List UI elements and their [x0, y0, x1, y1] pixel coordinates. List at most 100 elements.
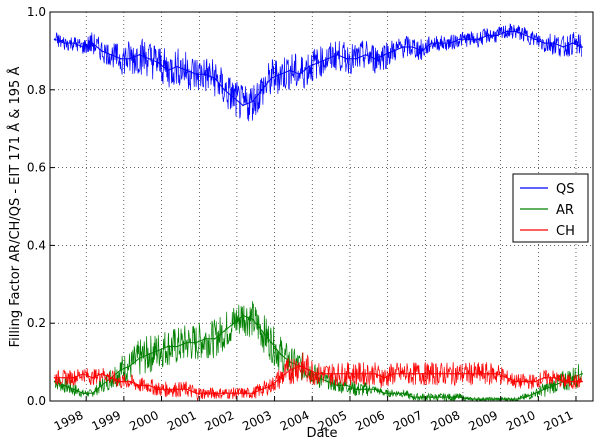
- series-ch-point: [355, 373, 357, 375]
- series-ar-point: [524, 396, 527, 398]
- series-ar-point: [279, 353, 282, 356]
- series-ar-point: [468, 398, 470, 400]
- series-qs-point: [251, 100, 254, 103]
- series-ch-point: [204, 392, 207, 395]
- series-ar-point: [477, 398, 480, 400]
- series-ar-point: [63, 384, 65, 387]
- series-qs-point: [279, 73, 282, 75]
- series-ch-point: [534, 380, 536, 383]
- series-ar-point: [458, 396, 461, 398]
- y-tick-label: 1.0: [27, 5, 46, 19]
- series-ch-point: [430, 373, 433, 375]
- series-ch-point: [129, 380, 131, 383]
- series-qs-point: [317, 61, 320, 64]
- series-ch-point: [53, 376, 56, 379]
- series-ar-point: [129, 365, 131, 367]
- series-ar-point: [411, 396, 414, 398]
- series-ar-point: [204, 338, 207, 340]
- series-qs-point: [63, 42, 65, 44]
- series-ar-point: [440, 396, 442, 398]
- series-ch-point: [223, 392, 226, 395]
- series-ar-point: [214, 338, 216, 340]
- series-qs-point: [496, 34, 499, 37]
- series-ar-point: [374, 388, 376, 391]
- plot-frame: [49, 11, 594, 402]
- series-ch-point: [166, 388, 169, 391]
- y-tick-label: 0.0: [27, 394, 46, 408]
- series-qs-point: [91, 42, 94, 44]
- series-layer: [53, 23, 583, 403]
- y-tick-label: 0.6: [27, 161, 46, 175]
- series-ch-point: [195, 392, 197, 395]
- series-ar-point: [176, 345, 178, 348]
- series-ar-point: [506, 398, 508, 400]
- grid: [50, 12, 593, 401]
- series-ch-point: [506, 376, 508, 379]
- series-ar-point: [157, 349, 160, 352]
- legend-box: [512, 173, 589, 243]
- series-ch-point: [487, 373, 489, 375]
- series-ch-point: [242, 392, 244, 395]
- series-ar-point: [289, 361, 291, 363]
- series-ch-point: [458, 373, 461, 375]
- series-ar-point: [402, 392, 405, 395]
- series-qs-point: [477, 38, 480, 40]
- series-qs-point: [515, 30, 518, 33]
- series-ar-point: [232, 322, 235, 325]
- series-qs-point: [543, 42, 546, 44]
- legend-label-qs: QS: [556, 182, 574, 197]
- series-qs-point: [148, 57, 150, 60]
- series-ch-point: [364, 373, 367, 375]
- series-ch-point: [449, 373, 452, 375]
- series-ar-point: [261, 330, 263, 332]
- x-tick-label: 2002: [203, 408, 237, 434]
- series-ch-point: [119, 380, 122, 383]
- series-ch-point: [101, 373, 103, 375]
- y-tick-label: 0.2: [27, 316, 46, 330]
- series-ar-point: [91, 392, 94, 395]
- series-ch-point: [402, 373, 405, 375]
- series-qs-point: [110, 54, 113, 56]
- series-qs-point: [364, 54, 367, 56]
- series-ch-point: [91, 376, 94, 379]
- series-qs-point: [119, 57, 122, 60]
- series-ar-point: [185, 341, 188, 344]
- series-qs-point: [506, 30, 508, 33]
- series-qs-point: [383, 54, 386, 56]
- series-ar-point: [251, 318, 254, 321]
- series-qs-point: [308, 65, 310, 68]
- x-tick-label: 2007: [391, 408, 425, 434]
- x-tick-label: 2003: [240, 408, 274, 434]
- series-qs-point: [346, 57, 348, 60]
- series-ch-point: [289, 369, 291, 371]
- series-qs-point: [553, 42, 555, 44]
- x-tick-label: 2006: [353, 408, 387, 434]
- series-qs-point: [374, 57, 376, 60]
- series-ar-point: [270, 341, 273, 344]
- series-ch-point: [440, 373, 442, 375]
- series-ar-point: [148, 353, 150, 356]
- series-ch-point: [553, 376, 555, 379]
- series-ar-point: [336, 384, 339, 387]
- series-ch-point: [176, 388, 178, 391]
- series-qs-point: [138, 54, 141, 56]
- series-ch-point: [421, 373, 423, 375]
- series-qs-point: [101, 50, 103, 52]
- y-axis-label: Filling Factor AR/CH/QS - EIT 171 Å & 19…: [7, 67, 23, 348]
- series-ar-point: [572, 376, 574, 379]
- series-ch-point: [251, 392, 254, 395]
- series-qs-point: [185, 69, 188, 72]
- series-ch-point: [374, 373, 376, 375]
- series-qs-variation: [54, 23, 582, 122]
- series-ar-point: [327, 380, 329, 383]
- series-ch-point: [157, 388, 160, 391]
- x-tick-label: 1998: [52, 408, 86, 434]
- series-qs-point: [336, 54, 339, 56]
- plot-area: [50, 12, 593, 401]
- x-tick-label: 2010: [504, 408, 538, 434]
- series-ch-point: [392, 373, 395, 375]
- series-ar-point: [449, 396, 452, 398]
- series-qs-point: [402, 46, 405, 48]
- legend-label-ar: AR: [556, 203, 574, 218]
- series-ch-point: [327, 373, 329, 375]
